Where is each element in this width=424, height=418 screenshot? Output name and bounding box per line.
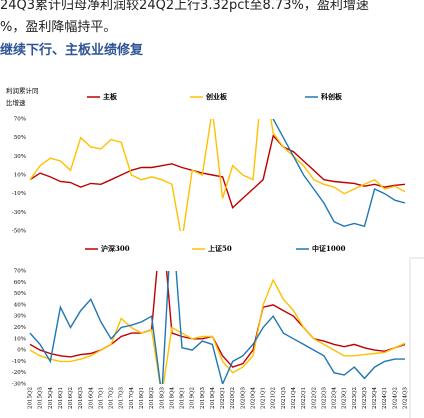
- x-tick-label: 2016Q2: [68, 387, 74, 409]
- chart-title: 利润累计同: [6, 86, 39, 95]
- legend-label: 上证50: [208, 244, 232, 253]
- x-tick-label: 2016Q4: [88, 387, 94, 410]
- x-tick-label: 2016Q3: [78, 387, 84, 410]
- y-tick-label: 70%: [14, 269, 26, 275]
- x-tick-label: 2022Q4: [332, 387, 338, 410]
- y-tick-label: 30%: [14, 154, 26, 160]
- y-tick-label: 0%: [17, 348, 26, 354]
- y-tick-label: 70%: [14, 117, 26, 123]
- y-tick-label: -10%: [12, 359, 26, 365]
- x-tick-label: 2017Q4: [129, 387, 135, 410]
- x-tick-label: 2019Q3: [200, 387, 206, 410]
- x-tick-label: 2021Q1: [261, 387, 267, 409]
- side-box: [409, 257, 424, 418]
- x-tick-label: 2017Q2: [109, 387, 115, 409]
- section-heading: 继续下行、主板业绩修复: [0, 43, 144, 58]
- y-tick-label: 20%: [14, 325, 26, 331]
- x-tick-label: 2019Q2: [190, 387, 196, 409]
- x-tick-label: 2015Q2: [28, 387, 34, 409]
- x-tick-label: 2024Q2: [392, 387, 398, 409]
- y-tick-label: 50%: [14, 135, 26, 141]
- x-tick-label: 2020Q2: [230, 387, 236, 409]
- x-tick-label: 2024Q1: [382, 387, 388, 409]
- x-tick-label: 2021Q2: [271, 387, 277, 409]
- x-tick-label: 2020Q3: [240, 387, 246, 410]
- x-tick-label: 2022Q2: [311, 387, 317, 409]
- y-tick-label: 60%: [14, 280, 26, 286]
- x-tick-label: 2016Q1: [58, 387, 64, 409]
- y-tick-label: 40%: [14, 302, 26, 308]
- intro-line: 24Q3累计归母净利润较24Q2上行3.32pct至8.73%，盈利增速: [0, 0, 369, 13]
- y-tick-label: -30%: [12, 210, 26, 216]
- x-tick-label: 2020Q4: [251, 387, 257, 410]
- y-tick-label: 50%: [14, 291, 26, 297]
- y-tick-label: 30%: [14, 314, 26, 320]
- legend-label: 中证1000: [312, 244, 346, 253]
- x-tick-label: 2022Q1: [301, 387, 307, 409]
- legend-label: 主板: [103, 92, 118, 101]
- y-tick-label: 10%: [14, 173, 26, 179]
- legend-label: 创业板: [205, 92, 228, 101]
- x-tick-label: 2020Q1: [220, 387, 226, 409]
- series-line: [29, 271, 406, 368]
- x-tick-label: 2023Q2: [352, 387, 358, 409]
- y-tick-label: 10%: [14, 336, 26, 342]
- y-tick-label: -50%: [12, 229, 26, 235]
- y-tick-label: -30%: [12, 382, 26, 388]
- series-line: [29, 271, 405, 384]
- series-line: [29, 278, 406, 384]
- x-tick-label: 2015Q4: [48, 387, 54, 410]
- y-tick-label: -10%: [12, 191, 26, 197]
- x-tick-label: 2019Q4: [210, 387, 216, 410]
- intro-line: %，盈利降幅持平。: [0, 20, 117, 35]
- series-line: [272, 119, 406, 228]
- x-tick-label: 2021Q4: [291, 387, 297, 410]
- x-tick-label: 2017Q1: [98, 387, 104, 409]
- chart-title: 比增速: [6, 98, 26, 107]
- x-tick-label: 2023Q3: [362, 387, 368, 410]
- x-tick-label: 2019Q1: [180, 387, 186, 409]
- y-tick-label: -20%: [12, 370, 26, 376]
- x-tick-label: 2023Q4: [372, 387, 378, 410]
- series-line: [29, 134, 406, 209]
- series-line: [29, 119, 406, 231]
- x-tick-label: 2018Q1: [139, 387, 145, 409]
- x-tick-label: 2018Q3: [159, 387, 165, 410]
- x-tick-label: 2018Q2: [149, 387, 155, 409]
- legend-label: 沪深300: [101, 244, 130, 253]
- x-tick-label: 2022Q3: [321, 387, 327, 410]
- x-tick-label: 2018Q4: [169, 387, 175, 410]
- x-tick-label: 2021Q3: [281, 387, 287, 410]
- x-tick-label: 2017Q3: [119, 387, 125, 410]
- legend-label: 科创板: [321, 92, 343, 101]
- x-tick-label: 2023Q1: [342, 387, 348, 409]
- x-tick-label: 2015Q3: [38, 387, 44, 410]
- x-tick-label: 2024Q3: [403, 387, 409, 410]
